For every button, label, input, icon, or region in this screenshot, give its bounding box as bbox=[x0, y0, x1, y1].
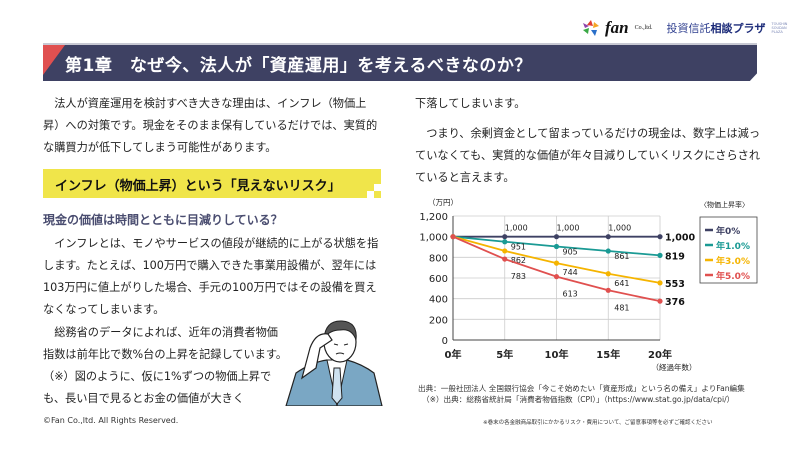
x-tick-label: 15年 bbox=[596, 348, 620, 361]
worried-businessman-illustration bbox=[285, 320, 383, 406]
end-value-label: 1,000 bbox=[665, 233, 695, 244]
data-point bbox=[657, 280, 663, 286]
y-tick-label: 400 bbox=[429, 295, 448, 306]
data-point bbox=[657, 298, 663, 304]
header-accent bbox=[43, 45, 65, 75]
data-point bbox=[605, 287, 611, 293]
data-label: 783 bbox=[511, 272, 526, 281]
x-tick-label: 20年 bbox=[648, 348, 672, 361]
plaza-name: 投資信託相談プラザ bbox=[666, 20, 765, 36]
data-label: 1,000 bbox=[505, 224, 528, 233]
fan-logo-icon bbox=[583, 20, 599, 36]
data-point bbox=[502, 256, 508, 262]
cpi-paragraph: 総務省のデータによれば、近年の消費者物価指数は前年比で数%台の上昇を記録していま… bbox=[43, 326, 288, 405]
data-label: 641 bbox=[614, 279, 629, 288]
data-label: 905 bbox=[563, 247, 578, 256]
legend-label: 年3.0% bbox=[716, 255, 750, 267]
brand-name: fan bbox=[605, 18, 629, 37]
y-tick-label: 200 bbox=[429, 315, 448, 326]
legend-label: 年5.0% bbox=[716, 270, 750, 282]
legend-label: 年0% bbox=[716, 225, 740, 237]
data-point bbox=[553, 260, 560, 266]
end-value-label: 376 bbox=[665, 297, 685, 308]
chart-source: 出典：一般社団法人 全国銀行協会「今こそ始めたい「資産形成」という名の備え」より… bbox=[418, 383, 745, 405]
brand-suffix: Co.,ltd. bbox=[634, 25, 653, 31]
inflation-paragraph: インフレとは、モノやサービスの値段が継続的に上がる状態を指します。たとえば、10… bbox=[43, 237, 379, 316]
plaza-name-b: 相談プラザ bbox=[710, 22, 766, 35]
data-point bbox=[553, 234, 560, 240]
banner-decoration bbox=[367, 191, 374, 198]
banner-decoration bbox=[374, 184, 381, 191]
plaza-small-text: TOUSHIN SOUDAN PLAZA bbox=[771, 22, 788, 34]
data-label: 861 bbox=[614, 252, 629, 261]
data-point bbox=[450, 234, 456, 240]
intro-paragraph: 法人が資産運用を検討すべき大きな理由は、インフレ（物価上昇）への対策です。現金を… bbox=[43, 97, 378, 154]
data-label: 951 bbox=[511, 243, 526, 252]
x-tick-label: 5年 bbox=[496, 348, 513, 361]
x-tick-label: 10年 bbox=[545, 348, 569, 361]
data-point bbox=[553, 274, 560, 280]
x-axis-label: （経過年数） bbox=[652, 362, 697, 372]
subheading: 現金の価値は時間とともに目減りしている？ bbox=[43, 213, 283, 227]
chapter-title: 第1章 なぜ今、法人が「資産運用」を考えるべきなのか？ bbox=[65, 56, 532, 76]
right-paragraph-1: 下落してしまいます。 bbox=[415, 97, 526, 110]
data-point bbox=[502, 248, 508, 254]
data-point bbox=[657, 234, 663, 240]
legend-title: 〈物価上昇率〉 bbox=[700, 200, 749, 209]
plaza-name-a: 投資信託 bbox=[666, 22, 711, 35]
data-point bbox=[605, 234, 611, 240]
inflation-line-chart: （万円） 0 200 400 600 800 1,000 1,200 0年 5年 10年 15年 20年… bbox=[419, 198, 758, 372]
y-tick-label: 1,000 bbox=[419, 233, 448, 244]
data-label: 744 bbox=[563, 268, 578, 277]
end-value-label: 553 bbox=[665, 279, 685, 290]
y-tick-label: 600 bbox=[429, 274, 448, 285]
x-tick-label: 0年 bbox=[445, 348, 462, 361]
data-label: 1,000 bbox=[557, 224, 580, 233]
data-point bbox=[502, 239, 508, 245]
y-tick-label: 800 bbox=[429, 253, 448, 264]
company-logo: fan Co.,ltd. 投資信託相談プラザ TOUSHIN SOUDAN PL… bbox=[583, 18, 788, 38]
data-label: 481 bbox=[614, 303, 629, 312]
disclaimer-note: ※巻末の各金融商品取引にかかるリスク・費用について、ご留意事項等を必ずご確認くだ… bbox=[483, 420, 713, 426]
source-line-1: 出典：一般社団法人 全国銀行協会「今こそ始めたい「資産形成」という名の備え」より… bbox=[418, 384, 745, 393]
data-label: 1,000 bbox=[608, 224, 631, 233]
y-axis-label: （万円） bbox=[428, 198, 458, 207]
section-banner: インフレ（物価上昇）という「見えないリスク」 bbox=[43, 169, 381, 198]
right-paragraph-2: つまり、余剰資金として留まっているだけの現金は、数字上は減っていなくても、実質的… bbox=[415, 127, 761, 184]
data-point bbox=[657, 252, 663, 258]
data-label: 613 bbox=[563, 290, 578, 299]
source-line-2: （※）出典：総務省統計局「消費者物価指数（CPI）」（https://www.s… bbox=[422, 395, 735, 404]
data-point bbox=[553, 243, 560, 250]
end-value-label: 819 bbox=[665, 251, 685, 262]
chapter-header: 第1章 なぜ今、法人が「資産運用」を考えるべきなのか？ bbox=[43, 43, 757, 81]
y-tick-label: 1,200 bbox=[419, 212, 448, 223]
y-tick-label: 0 bbox=[442, 336, 448, 347]
data-label: 862 bbox=[511, 256, 526, 265]
data-point bbox=[605, 248, 611, 254]
legend-box bbox=[699, 216, 758, 284]
copyright: ©Fan Co.,ltd. All Rights Reserved. bbox=[43, 416, 179, 425]
data-point bbox=[605, 271, 611, 277]
section-banner-title: インフレ（物価上昇）という「見えないリスク」 bbox=[55, 179, 341, 194]
legend-label: 年1.0% bbox=[716, 240, 750, 252]
data-point bbox=[502, 234, 508, 240]
